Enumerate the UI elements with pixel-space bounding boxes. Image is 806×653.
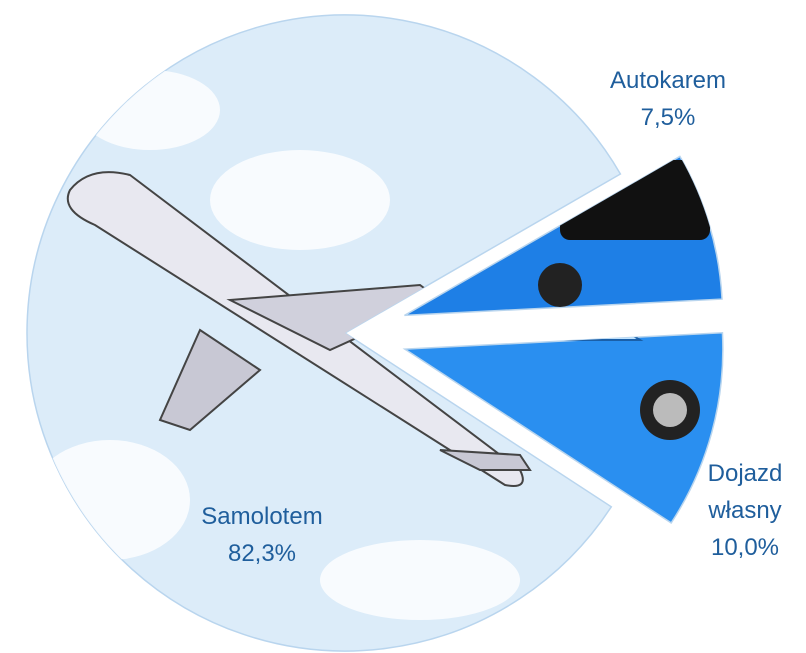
slice-name: Dojazd własny xyxy=(707,460,783,524)
pie-slice xyxy=(402,332,724,524)
slice-value: 7,5% xyxy=(640,104,696,131)
cloud xyxy=(210,150,390,250)
slice-picture xyxy=(30,70,532,620)
slice-name: Autokarem xyxy=(609,67,727,94)
slice-name: Samolotem xyxy=(201,503,323,530)
cloud xyxy=(320,540,520,620)
car-window xyxy=(429,332,644,341)
slice-label: Samolotem 82,3% xyxy=(162,498,362,572)
car-hub xyxy=(653,393,687,427)
bus-wheel xyxy=(538,263,582,307)
slice-value: 82,3% xyxy=(227,540,297,567)
airplane-tail xyxy=(439,449,532,471)
cloud xyxy=(80,70,220,150)
slice-label: Dojazd własny 10,0% xyxy=(690,455,800,566)
airplane-wing xyxy=(158,328,262,432)
slice-label: Autokarem 7,5% xyxy=(568,62,768,136)
slice-value: 10,0% xyxy=(710,534,780,561)
